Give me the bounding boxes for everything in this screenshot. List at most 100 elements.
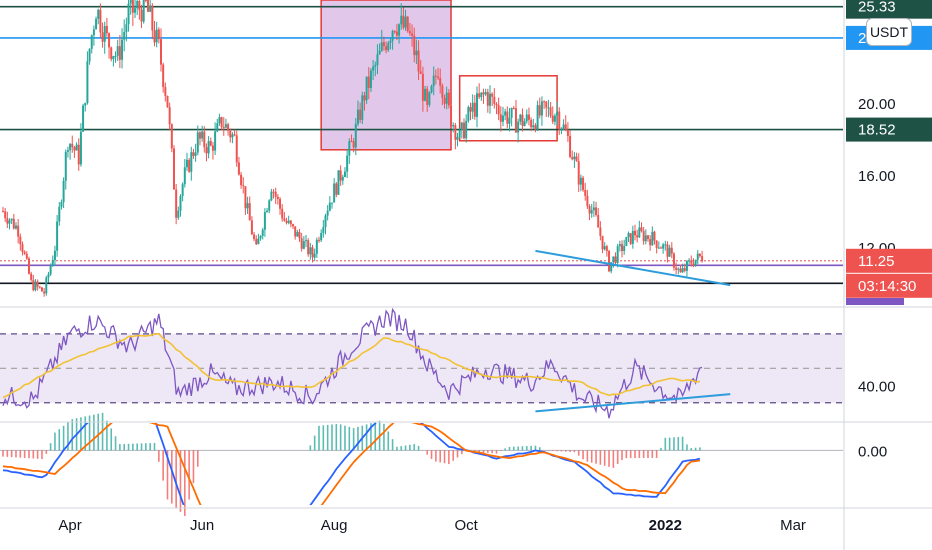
- macd-histogram-bar-102: [443, 450, 446, 464]
- candle-body: [283, 218, 286, 221]
- candle-body: [692, 263, 695, 266]
- candle-142: [309, 242, 312, 260]
- candle-57: [125, 17, 128, 42]
- candle-198: [430, 84, 433, 94]
- candle-body: [549, 107, 552, 116]
- candle-body: [194, 152, 197, 156]
- candle-body: [486, 92, 489, 106]
- candle-body: [339, 170, 342, 181]
- candle-10: [23, 250, 26, 255]
- candle-86: [188, 157, 191, 173]
- macd-histogram-bar-80: [348, 426, 351, 451]
- candle-128: [279, 197, 282, 215]
- candle-316: [685, 259, 688, 277]
- price-pane[interactable]: [0, 0, 843, 297]
- candle-260: [564, 115, 567, 132]
- price-tag-1: 25.33: [846, 0, 932, 19]
- candle-body: [623, 245, 626, 252]
- candle-306: [664, 240, 667, 251]
- price-tag-label: 11.25: [858, 253, 894, 270]
- candle-44: [97, 8, 100, 25]
- candle-body: [556, 111, 559, 116]
- rsi-pane[interactable]: [0, 307, 843, 419]
- candle-body: [84, 102, 87, 106]
- candle-319: [692, 258, 695, 268]
- candle-body: [73, 147, 76, 151]
- candle-150: [326, 205, 329, 221]
- candle-196: [426, 85, 429, 112]
- candle-body: [177, 210, 180, 218]
- candle-body: [356, 109, 359, 124]
- candle-155: [337, 170, 340, 195]
- candle-body: [447, 92, 450, 106]
- candle-157: [341, 174, 344, 185]
- candle-body: [569, 136, 572, 157]
- currency-badge[interactable]: USDT: [866, 18, 912, 46]
- candle-220: [478, 83, 481, 100]
- candle-106: [231, 132, 234, 144]
- candle-body: [621, 244, 624, 252]
- macd-pane[interactable]: [0, 407, 843, 516]
- candle-238: [517, 118, 520, 143]
- candle-117: [255, 235, 258, 246]
- candle-43: [95, 16, 98, 30]
- candle-body: [659, 247, 662, 249]
- candle-body: [458, 130, 461, 137]
- candle-body: [237, 162, 240, 175]
- candle-body: [369, 70, 372, 88]
- candle-259: [562, 119, 565, 131]
- time-axis[interactable]: Apr Jun Aug Oct 2022 Mar: [58, 517, 805, 534]
- candle-body: [266, 210, 269, 213]
- price-axis[interactable]: 16.0020.0012.0025.33218.5211.2503:14:304…: [846, 0, 932, 460]
- candle-3: [8, 218, 11, 230]
- candle-body: [675, 267, 678, 270]
- candle-body: [153, 30, 156, 43]
- candle-289: [627, 231, 630, 243]
- macd-histogram-bar-42: [184, 450, 186, 516]
- macd-histogram-bar-35: [153, 442, 156, 451]
- candle-body: [305, 240, 308, 242]
- macd-histogram-bar-40: [175, 450, 177, 508]
- candle-body: [53, 250, 56, 261]
- candle-body: [45, 277, 48, 294]
- candle-94: [205, 143, 208, 162]
- candle-body: [172, 148, 175, 190]
- candle-body: [160, 39, 162, 65]
- candle-242: [525, 109, 528, 124]
- price-tag-label: 18.52: [858, 122, 896, 139]
- candle-303: [657, 241, 660, 249]
- candle-body: [224, 124, 227, 128]
- candle-body: [510, 107, 513, 118]
- candle-body: [599, 227, 602, 236]
- candle-body: [631, 230, 634, 244]
- candle-body: [452, 125, 455, 127]
- candle-302: [655, 240, 658, 254]
- macd-histogram-bar-96: [417, 445, 420, 451]
- candle-199: [432, 66, 435, 96]
- macd-histogram-bar-154: [668, 437, 671, 451]
- candle-body: [294, 226, 297, 237]
- candle-267: [579, 174, 582, 192]
- candle-22: [49, 263, 52, 276]
- macd-histogram-bar-25: [110, 428, 113, 451]
- candle-body: [521, 114, 524, 126]
- candle-body: [445, 92, 448, 104]
- candle-104: [227, 122, 230, 136]
- candle-77: [168, 102, 171, 130]
- candle-61: [134, 0, 137, 19]
- candle-body: [99, 9, 102, 33]
- candle-body: [484, 92, 487, 95]
- candle-323: [701, 250, 704, 263]
- candle-body: [558, 111, 561, 130]
- candle-178: [387, 40, 390, 53]
- macd-histogram-bar-43: [188, 450, 190, 500]
- candle-body: [417, 50, 420, 72]
- candle-322: [698, 253, 701, 258]
- macd-histogram-bar-161: [699, 447, 701, 451]
- price-trendline-1: [535, 249, 731, 287]
- candle-body: [476, 93, 478, 117]
- macd-histogram-bar-37: [162, 450, 164, 481]
- time-label-jun: Jun: [190, 517, 214, 534]
- candle-body: [562, 124, 565, 129]
